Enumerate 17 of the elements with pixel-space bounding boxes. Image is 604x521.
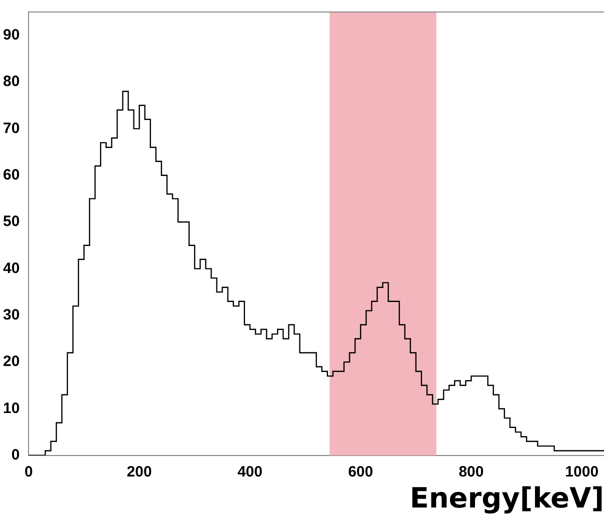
x-tick-label: 1000 bbox=[565, 464, 599, 481]
x-axis-title: Energy[keV] bbox=[410, 481, 604, 514]
y-tick-label: 30 bbox=[2, 306, 20, 324]
x-tick-label: 600 bbox=[348, 464, 374, 481]
y-tick-label: 0 bbox=[11, 446, 20, 464]
x-tick-label: 200 bbox=[126, 464, 152, 481]
y-tick-label: 20 bbox=[2, 353, 20, 370]
x-tick-label: 800 bbox=[458, 464, 484, 481]
y-tick-label: 70 bbox=[2, 120, 20, 137]
y-tick-label: 50 bbox=[2, 213, 20, 230]
x-tick-label: 0 bbox=[24, 464, 33, 481]
y-tick-label: 90 bbox=[2, 26, 20, 44]
x-tick-label: 400 bbox=[237, 464, 262, 481]
y-tick-label: 40 bbox=[2, 260, 20, 277]
y-tick-label: 10 bbox=[2, 400, 20, 417]
y-tick-label: 60 bbox=[2, 166, 20, 184]
y-tick-label: 80 bbox=[2, 73, 20, 90]
